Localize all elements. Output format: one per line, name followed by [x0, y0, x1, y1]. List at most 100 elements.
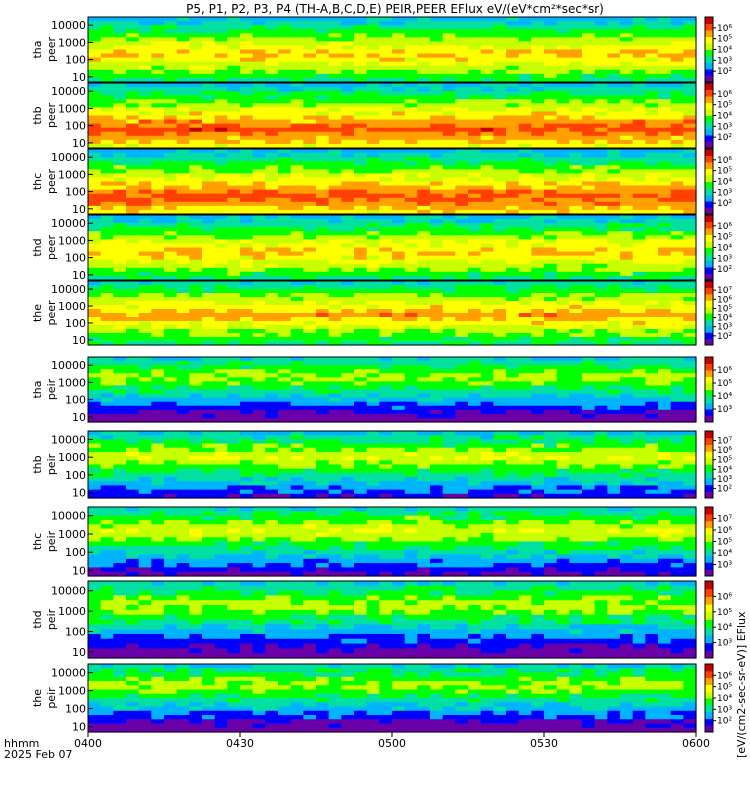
spectrogram-cell	[607, 373, 621, 378]
spectrogram-cell	[227, 417, 241, 423]
spectrogram-cell	[417, 317, 431, 322]
spectrogram-cell	[316, 95, 330, 100]
spectrogram-cell	[100, 309, 114, 314]
spectrogram-cell	[151, 29, 165, 34]
spectrogram-cell	[392, 247, 406, 253]
spectrogram-cell	[480, 205, 494, 211]
colorbar-segment	[705, 389, 713, 397]
spectrogram-cell	[392, 215, 406, 220]
spectrogram-cell	[506, 189, 520, 195]
spectrogram-cell	[531, 149, 545, 154]
spectrogram-cell	[569, 185, 583, 191]
spectrogram-cell	[645, 389, 659, 395]
spectrogram-cell	[531, 289, 545, 294]
spectrogram-cell	[113, 361, 127, 366]
spectrogram-cell	[594, 357, 608, 362]
spectrogram-cell	[468, 153, 482, 158]
spectrogram-cell	[620, 309, 634, 314]
spectrogram-cell	[164, 181, 178, 187]
spectrogram-cell	[493, 373, 507, 378]
spectrogram-cell	[354, 29, 368, 34]
spectrogram-cell	[620, 77, 634, 83]
spectrogram-cell	[556, 157, 570, 162]
spectrogram-cell	[493, 381, 507, 387]
spectrogram-cell	[480, 405, 494, 411]
spectrogram-cell	[480, 263, 494, 269]
spectrogram-cell	[518, 29, 532, 34]
spectrogram-cell	[670, 205, 684, 211]
spectrogram-cell	[417, 271, 431, 277]
spectrogram-cell	[468, 201, 482, 207]
spectrogram-cell	[404, 431, 418, 436]
panel-probe-label: thb	[31, 106, 44, 124]
spectrogram-cell	[88, 69, 102, 75]
spectrogram-cell	[468, 413, 482, 419]
spectrogram-cell	[189, 377, 203, 382]
spectrogram-cell	[316, 243, 330, 249]
spectrogram-cell	[430, 275, 444, 281]
spectrogram-cell	[468, 83, 482, 88]
spectrogram-cell	[240, 305, 254, 310]
spectrogram-cell	[518, 57, 532, 63]
spectrogram-cell	[480, 377, 494, 382]
spectrogram-cell	[493, 21, 507, 26]
spectrogram-cell	[265, 401, 279, 407]
spectrogram-cell	[658, 333, 672, 338]
spectrogram-cell	[290, 197, 304, 203]
spectrogram-cell	[531, 49, 545, 55]
spectrogram-cell	[607, 135, 621, 141]
spectrogram-cell	[151, 413, 165, 419]
spectrogram-cell	[632, 231, 646, 236]
spectrogram-cell	[328, 61, 342, 67]
spectrogram-cell	[189, 119, 203, 125]
spectrogram-cell	[176, 29, 190, 34]
spectrogram-cell	[88, 369, 102, 374]
spectrogram-cell	[493, 127, 507, 133]
spectrogram-cell	[594, 73, 608, 79]
spectrogram-cell	[531, 87, 545, 92]
spectrogram-cell	[214, 417, 228, 423]
spectrogram-cell	[202, 263, 216, 269]
spectrogram-cell	[506, 325, 520, 330]
colorbar-frame	[704, 280, 714, 346]
spectrogram-cell	[366, 235, 380, 240]
spectrogram-cell	[594, 139, 608, 145]
spectrogram-cell	[214, 439, 228, 445]
spectrogram-cell	[683, 431, 697, 436]
spectrogram-cell	[189, 107, 203, 113]
spectrogram-cell	[480, 57, 494, 63]
spectrogram-cell	[176, 321, 190, 326]
spectrogram-cell	[417, 17, 431, 22]
spectrogram-cell	[354, 329, 368, 334]
spectrogram-cell	[392, 231, 406, 236]
spectrogram-cell	[113, 49, 127, 55]
spectrogram-cell	[658, 321, 672, 326]
spectrogram-cell	[341, 103, 355, 108]
spectrogram-cell	[341, 49, 355, 55]
spectrogram-cell	[138, 205, 152, 211]
spectrogram-cell	[290, 181, 304, 187]
spectrogram-cell	[176, 235, 190, 240]
spectrogram-cell	[468, 381, 482, 387]
spectrogram-cell	[214, 77, 228, 83]
spectrogram-cell	[645, 143, 659, 149]
spectrogram-cell	[569, 69, 583, 75]
spectrogram-cell	[164, 297, 178, 302]
spectrogram-cell	[278, 443, 292, 449]
spectrogram-cell	[240, 165, 254, 170]
spectrogram-cell	[265, 235, 279, 240]
spectrogram-cell	[202, 189, 216, 195]
spectrogram-cell	[632, 29, 646, 34]
spectrogram-cell	[240, 77, 254, 83]
spectrogram-cell	[544, 297, 558, 302]
spectrogram-cell	[100, 73, 114, 79]
spectrogram-cell	[164, 173, 178, 179]
spectrogram-cell	[594, 297, 608, 302]
spectrogram-cell	[670, 329, 684, 334]
spectrogram-cell	[455, 333, 469, 338]
spectrogram-cell	[455, 361, 469, 366]
spectrogram-cell	[518, 377, 532, 382]
spectrogram-cell	[176, 309, 190, 314]
spectrogram-cell	[658, 41, 672, 47]
spectrogram-cell	[328, 271, 342, 277]
